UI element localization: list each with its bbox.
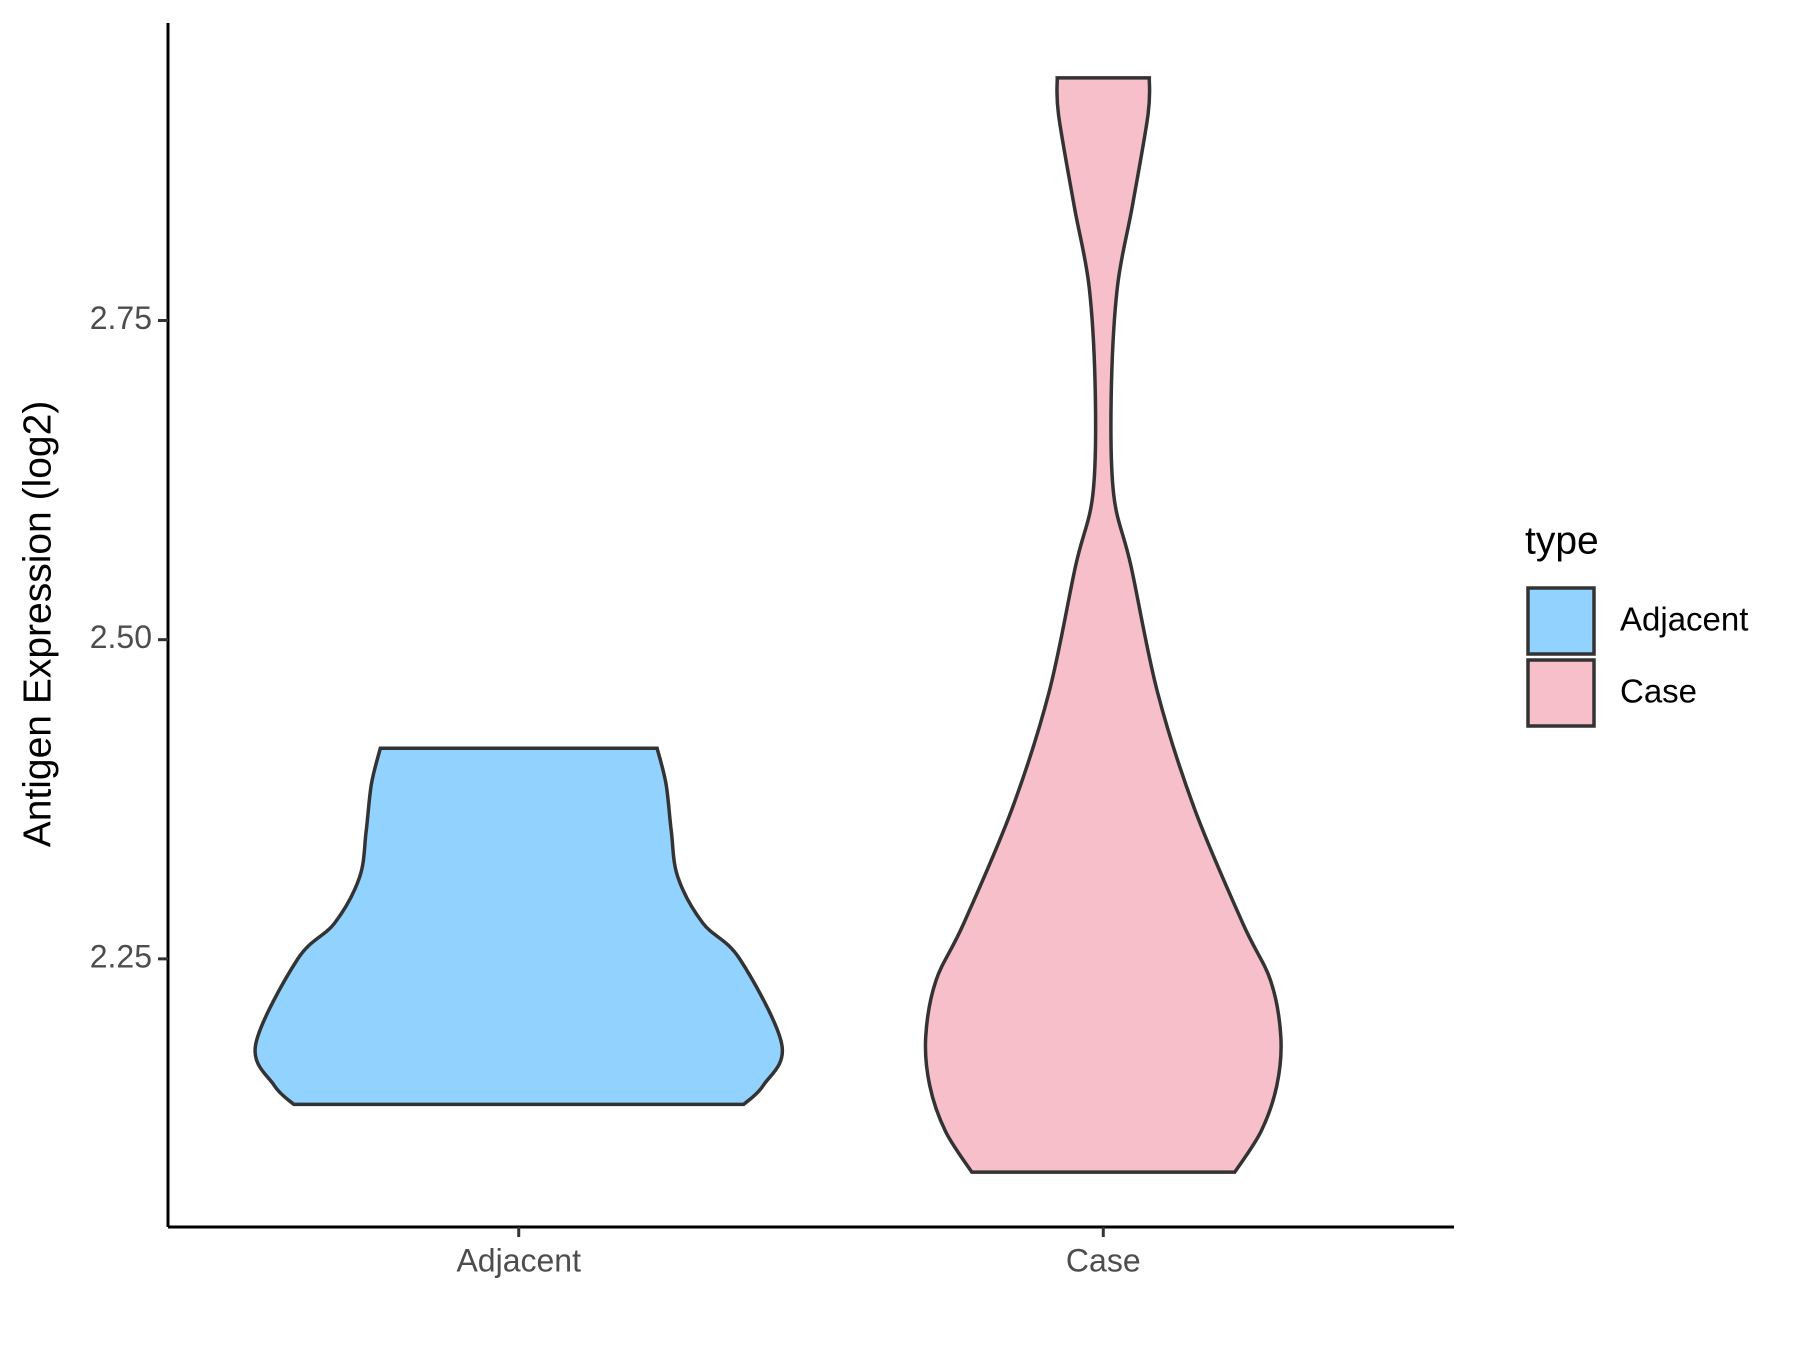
y-tick-label: 2.50 xyxy=(90,619,152,655)
legend-key xyxy=(1526,586,1596,656)
legend-key xyxy=(1526,658,1596,728)
y-axis-title: Antigen Expression (log2) xyxy=(16,401,59,848)
y-tick-label: 2.75 xyxy=(90,300,152,336)
y-tick-label: 2.25 xyxy=(90,938,152,974)
x-tick-label: Case xyxy=(1066,1242,1141,1278)
legend-label: Adjacent xyxy=(1620,601,1748,638)
legend-label: Case xyxy=(1620,673,1697,710)
x-tick-label: Adjacent xyxy=(456,1242,581,1278)
violin xyxy=(253,746,785,1107)
legend-title: type xyxy=(1525,519,1599,562)
violin xyxy=(923,76,1283,1174)
